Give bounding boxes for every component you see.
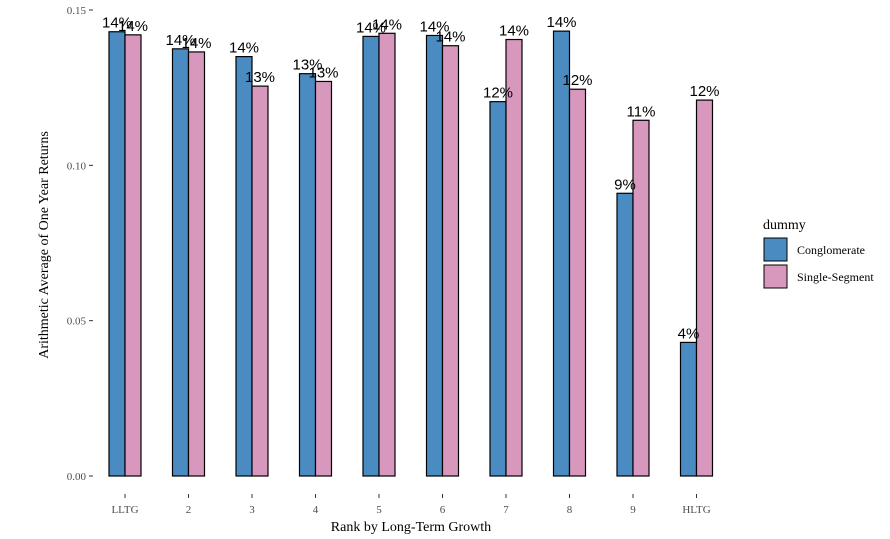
x-tick-label: LLTG — [111, 504, 138, 516]
bar-single-segment — [251, 85, 269, 477]
bar-conglomerate — [108, 31, 126, 477]
data-label: 13% — [292, 57, 322, 74]
bar-single-segment — [187, 51, 206, 477]
bar-conglomerate — [425, 34, 444, 477]
x-axis: LLTG 2 3 4 5 6 7 8 9 HLTG — [111, 494, 711, 516]
x-tick-label: 3 — [249, 504, 255, 516]
legend-key-conglomerate — [763, 237, 788, 262]
data-label: 12% — [483, 85, 513, 102]
legend: dummy Conglomerate Single-Segment — [763, 218, 874, 289]
bar-single-segment — [632, 119, 650, 477]
data-label: 14% — [181, 35, 211, 52]
bar-single-segment — [124, 34, 142, 477]
y-tick-label: 0.00 — [67, 471, 87, 483]
y-tick-label: 0.15 — [67, 5, 87, 17]
data-label: 13% — [308, 64, 338, 81]
x-tick-label: 6 — [440, 504, 446, 516]
bar-conglomerate — [679, 341, 698, 477]
bar-labels: 14%14% 14%13%14% 14%12%14%9%4%14%14%13% 13%… — [102, 14, 720, 342]
bar-single-segment — [505, 38, 523, 477]
x-tick-label: 4 — [313, 504, 319, 516]
bar-conglomerate — [171, 48, 190, 477]
legend-label-conglomerate: Conglomerate — [797, 243, 865, 257]
data-label: 14% — [356, 19, 386, 36]
bar-conglomerate — [362, 35, 380, 477]
legend-title: dummy — [763, 218, 806, 233]
data-label: 14% — [499, 23, 529, 40]
x-axis-title: Rank by Long-Term Growth — [331, 520, 491, 535]
data-label: 4% — [678, 325, 700, 342]
data-label: 14% — [229, 40, 259, 57]
data-label: 12% — [562, 72, 592, 89]
bar-single-segment — [441, 45, 460, 477]
data-label: 14% — [165, 32, 195, 49]
bar-conglomerate — [298, 73, 317, 477]
bar-single-segment — [314, 80, 333, 477]
bar-single-segment — [378, 32, 396, 477]
y-axis-title: Arithmetic Average of One Year Returns — [37, 131, 52, 359]
bar-single-segment — [568, 88, 587, 477]
bar-conglomerate — [489, 101, 507, 477]
y-tick-label: 0.10 — [67, 160, 87, 172]
bars — [108, 30, 714, 477]
legend-label-single-segment: Single-Segment — [797, 270, 874, 284]
y-axis: 0.00 0.05 0.10 0.15 — [67, 5, 93, 483]
data-label: 14% — [435, 29, 465, 46]
data-label: 14% — [118, 18, 148, 35]
data-label: 9% — [614, 176, 636, 193]
data-label: 14% — [546, 14, 576, 31]
y-tick-label: 0.05 — [67, 316, 87, 328]
data-label: 11% — [627, 103, 656, 120]
data-label: 13% — [245, 69, 275, 86]
x-tick-label: 5 — [376, 504, 382, 516]
x-tick-label: HLTG — [682, 504, 710, 516]
legend-key-single-segment — [763, 264, 788, 289]
x-tick-label: 8 — [567, 504, 573, 516]
bar-conglomerate — [616, 192, 634, 477]
x-tick-label: 9 — [630, 504, 636, 516]
bar-conglomerate — [235, 55, 253, 477]
x-tick-label: 7 — [503, 504, 509, 516]
x-tick-label: 2 — [186, 504, 192, 516]
data-label: 14% — [372, 16, 402, 33]
data-label: 14% — [102, 15, 132, 32]
bar-single-segment — [695, 99, 714, 477]
data-label: 14% — [419, 18, 449, 35]
bar-conglomerate — [552, 30, 571, 477]
data-label: 12% — [689, 83, 719, 100]
